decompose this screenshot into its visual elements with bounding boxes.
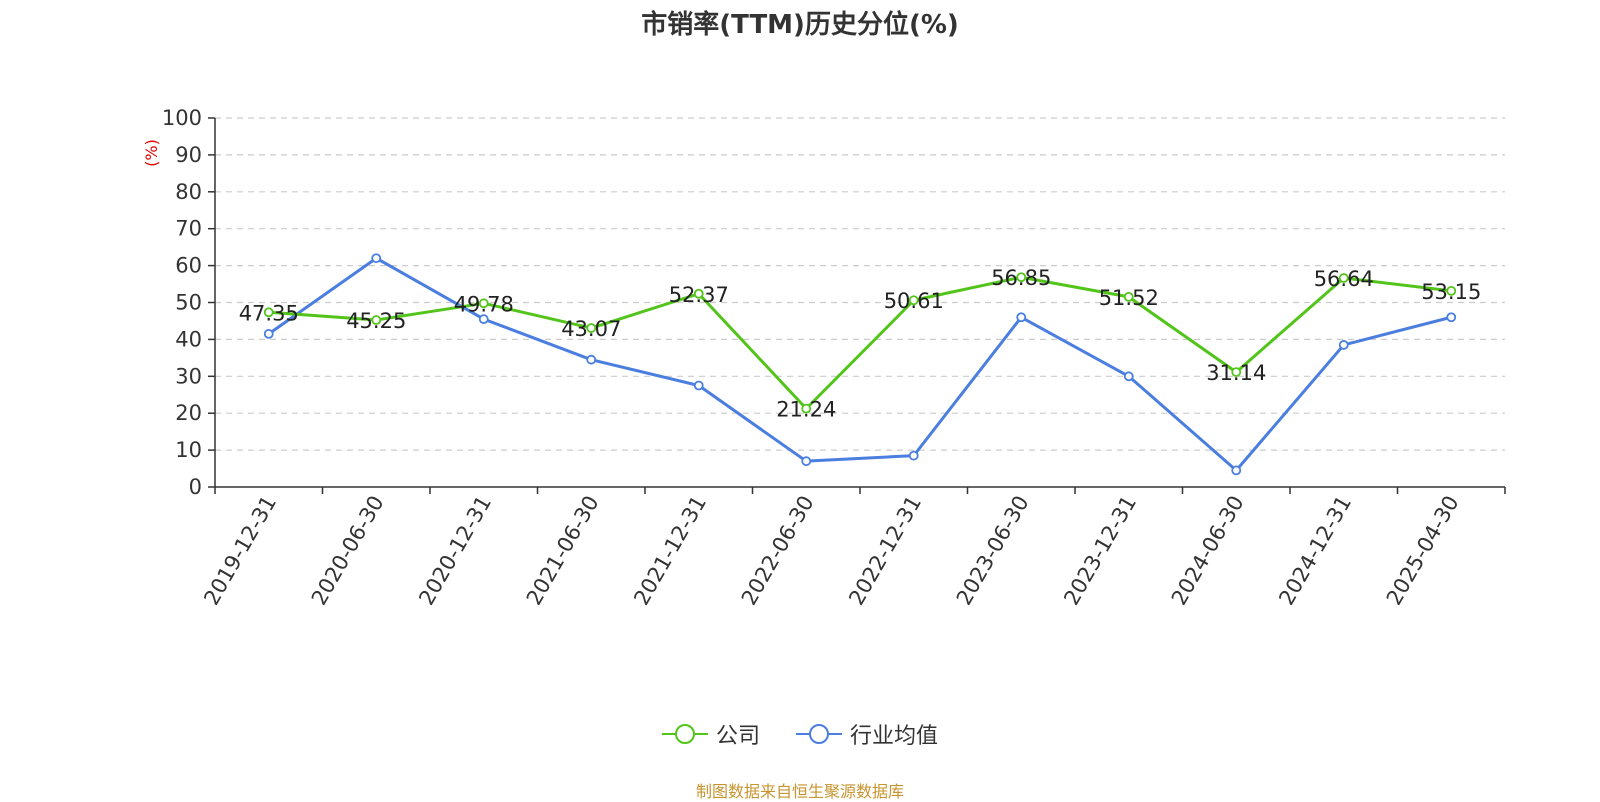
data-label: 21.24: [776, 398, 836, 422]
data-point-industry: [371, 253, 382, 264]
data-point-company: [478, 298, 489, 309]
x-tick-label: 2022-06-30: [737, 492, 819, 610]
data-label: 45.25: [346, 309, 406, 333]
data-point-company: [801, 403, 812, 414]
data-point-industry: [801, 456, 812, 467]
x-tick-label: 2024-06-30: [1167, 492, 1249, 610]
data-point-industry: [1123, 371, 1134, 382]
x-tick-label: 2021-06-30: [522, 492, 604, 610]
legend-item-industry[interactable]: 行业均值: [796, 718, 938, 750]
data-point-industry: [1338, 340, 1349, 350]
data-point-company: [1016, 272, 1027, 283]
data-point-industry: [478, 314, 489, 325]
y-tick-label: 20: [175, 401, 202, 425]
data-point-company: [908, 295, 919, 306]
data-label: 49.78: [454, 292, 514, 316]
axis-layer: 0 10 20 30 40 50 60 70 80 90 100(%) 2019-12-31 2020-…: [142, 106, 1506, 610]
legend-marker-company: [661, 724, 708, 744]
x-tick-label: 2021-12-31: [629, 492, 711, 610]
x-tick-label: 2024-12-31: [1274, 492, 1356, 610]
data-point-industry: [693, 380, 704, 391]
source-note: 制图数据来自恒生聚源数据库: [695, 782, 904, 801]
data-point-industry: [1016, 312, 1027, 323]
data-point-company: [1231, 367, 1242, 377]
y-tick-label: 0: [189, 475, 202, 499]
data-label: 47.35: [239, 301, 299, 325]
data-point-company: [263, 307, 274, 318]
y-tick-label: 40: [175, 327, 202, 351]
data-label: 56.85: [991, 266, 1051, 290]
y-tick-label: 50: [175, 291, 202, 315]
series-layer: [263, 253, 1457, 476]
data-label: 51.52: [1099, 286, 1159, 310]
x-tick-label: 2023-12-31: [1059, 492, 1141, 610]
x-tick-label: 2023-06-30: [952, 492, 1034, 610]
data-point-company: [1123, 291, 1134, 302]
y-tick-label: 100: [162, 106, 202, 130]
x-tick-label: 2019-12-31: [199, 492, 281, 610]
series-line-industry: [267, 256, 1452, 472]
data-point-industry: [263, 328, 274, 339]
y-axis-unit-label: (%): [142, 139, 161, 167]
y-tick-label: 30: [175, 364, 202, 388]
data-point-company: [1446, 285, 1457, 296]
y-tick-label: 60: [175, 254, 202, 278]
legend: 公司 行业均值: [0, 718, 1600, 750]
y-tick-label: 90: [175, 143, 202, 167]
legend-item-company[interactable]: 公司: [661, 718, 760, 750]
legend-marker-industry: [796, 724, 842, 744]
data-point-industry: [586, 354, 597, 365]
x-tick-label: 2020-12-31: [414, 492, 496, 610]
data-label: 53.15: [1421, 280, 1481, 304]
data-label: 56.64: [1314, 267, 1374, 291]
data-point-industry: [1446, 312, 1457, 323]
data-point-company: [586, 323, 597, 333]
data-label: 50.61: [884, 289, 944, 313]
data-point-company: [371, 315, 382, 325]
data-label: 52.37: [669, 283, 729, 307]
y-tick-label: 80: [175, 180, 202, 204]
data-point-industry: [1231, 465, 1242, 476]
series-line-company: [268, 275, 1452, 411]
x-tick-label: 2022-12-31: [844, 492, 926, 610]
data-point-company: [1338, 273, 1349, 283]
label-layer: 47.35 45.25 49.78 43.07 52.37 21.24 50.61 56.85…: [239, 266, 1482, 421]
legend-label-industry: 行业均值: [850, 724, 939, 749]
legend-label-company: 公司: [715, 724, 760, 749]
y-tick-label: 10: [175, 438, 202, 462]
x-tick-label: 2020-06-30: [307, 492, 389, 610]
data-label: 43.07: [561, 317, 621, 341]
data-label: 31.14: [1206, 361, 1266, 385]
data-point-industry: [908, 450, 919, 461]
x-tick-label: 2025-04-30: [1382, 492, 1464, 610]
data-point-company: [693, 288, 704, 299]
y-tick-label: 70: [175, 217, 202, 241]
chart-title: 市销率(TTM)历史分位(%): [641, 10, 959, 40]
grid-layer: [215, 117, 1505, 451]
